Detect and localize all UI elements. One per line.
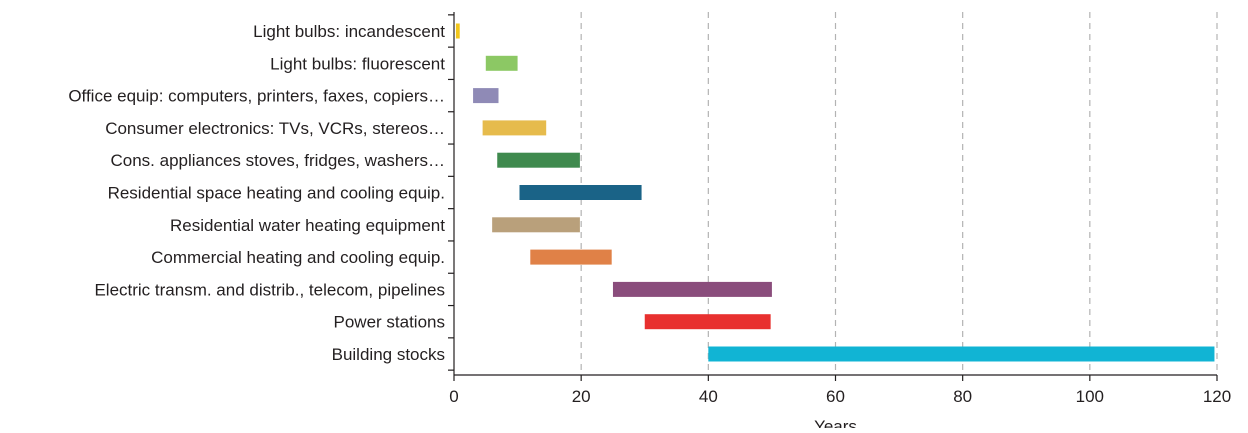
range-bar <box>473 88 499 104</box>
grid-layer <box>580 12 1218 375</box>
category-label: Power stations <box>334 313 446 332</box>
category-label: Residential water heating equipment <box>170 216 445 235</box>
category-label: Commercial heating and cooling equip. <box>151 248 445 267</box>
axis-layer <box>448 12 1218 381</box>
category-label: Residential space heating and cooling eq… <box>108 184 445 203</box>
x-tick-label: 0 <box>449 387 458 406</box>
range-bar <box>612 281 772 297</box>
category-label: Electric transm. and distrib., telecom, … <box>94 280 445 299</box>
range-bar <box>492 217 580 233</box>
category-label: Cons. appliances stoves, fridges, washer… <box>111 151 446 170</box>
label-layer: 0 20 40 60 80 100 120 Light bulbs: incandescent… <box>68 22 1231 433</box>
category-label: Light bulbs: fluorescent <box>270 54 445 73</box>
x-tick-label: 80 <box>953 387 972 406</box>
x-tick-label: 100 <box>1076 387 1104 406</box>
bar-layer <box>455 23 1215 362</box>
x-tick-label: 120 <box>1203 387 1231 406</box>
x-tick-label: 20 <box>572 387 591 406</box>
range-bar <box>482 120 547 136</box>
range-bar <box>485 55 518 71</box>
category-label: Consumer electronics: TVs, VCRs, stereos… <box>105 119 445 138</box>
range-bar <box>497 152 580 168</box>
x-tick-label: 40 <box>699 387 718 406</box>
x-tick-label: 60 <box>826 387 845 406</box>
x-axis-title: Years <box>814 417 857 428</box>
category-label: Office equip: computers, printers, faxes… <box>68 87 445 106</box>
range-bar <box>530 249 612 265</box>
range-bar <box>455 23 460 39</box>
category-label: Light bulbs: incandescent <box>253 22 445 41</box>
category-label: Building stocks <box>332 345 445 364</box>
range-bar <box>644 314 771 330</box>
range-bar <box>708 346 1215 362</box>
range-bar <box>519 185 642 200</box>
